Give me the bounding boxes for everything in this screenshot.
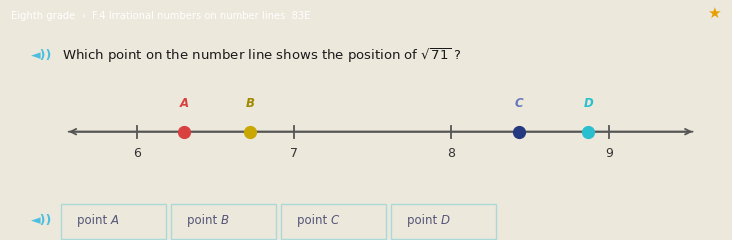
- FancyBboxPatch shape: [61, 204, 165, 239]
- Text: A: A: [111, 214, 119, 227]
- Text: B: B: [220, 214, 228, 227]
- Text: point: point: [406, 214, 441, 227]
- Text: Which point on the number line shows the position of $\sqrt{71}$ ?: Which point on the number line shows the…: [62, 46, 462, 65]
- Text: ◄)): ◄)): [31, 214, 53, 227]
- Text: D: D: [441, 214, 449, 227]
- FancyBboxPatch shape: [281, 204, 386, 239]
- Text: B: B: [245, 97, 255, 110]
- Text: point: point: [187, 214, 220, 227]
- Text: ◄)): ◄)): [31, 49, 53, 62]
- FancyBboxPatch shape: [171, 204, 275, 239]
- FancyBboxPatch shape: [392, 204, 496, 239]
- Text: 9: 9: [605, 147, 613, 160]
- Text: Eighth grade  ›  F.4 Irrational numbers on number lines  83E: Eighth grade › F.4 Irrational numbers on…: [11, 11, 310, 21]
- Text: 7: 7: [290, 147, 298, 160]
- Text: C: C: [515, 97, 523, 110]
- Text: A: A: [179, 97, 188, 110]
- Text: C: C: [331, 214, 339, 227]
- Text: ★: ★: [707, 6, 721, 21]
- Text: D: D: [583, 97, 593, 110]
- Text: point: point: [77, 214, 111, 227]
- Text: point: point: [296, 214, 331, 227]
- Text: 8: 8: [447, 147, 455, 160]
- Text: 6: 6: [132, 147, 141, 160]
